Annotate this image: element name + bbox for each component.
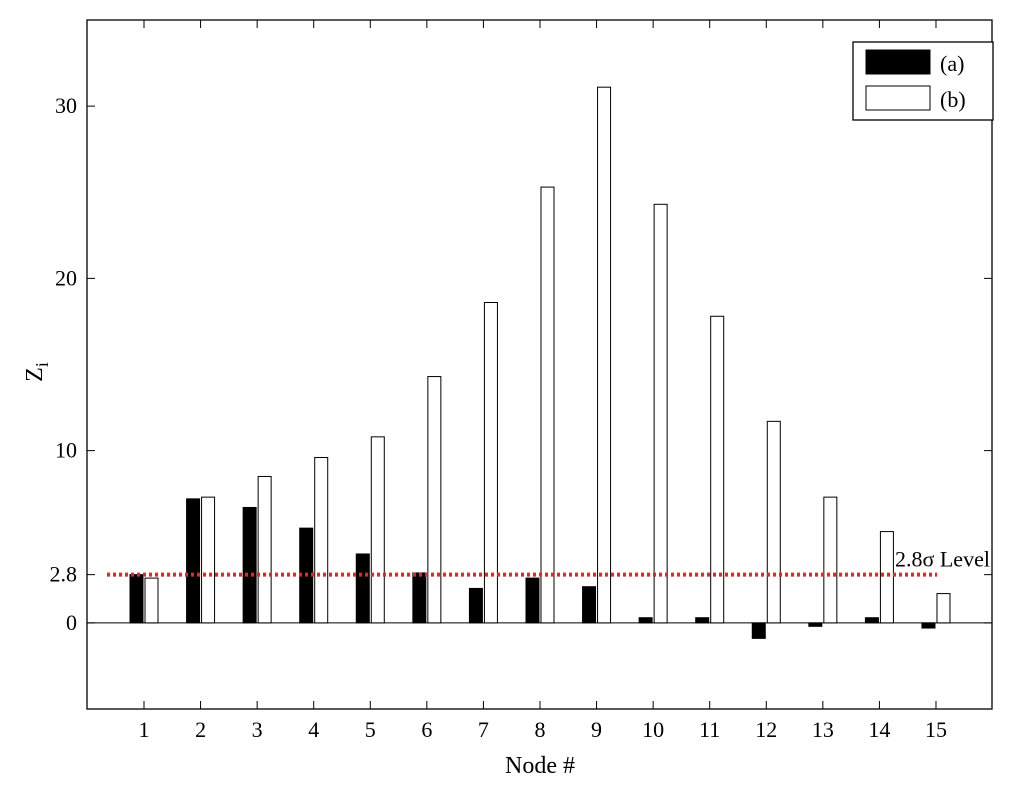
x-tick-label: 6: [421, 717, 432, 742]
x-tick-label: 8: [534, 717, 545, 742]
bar-series-a-node-2: [186, 498, 201, 624]
bar-series-b-node-13: [823, 496, 838, 624]
bar-series-b-node-12: [766, 420, 781, 624]
x-tick-label: 3: [252, 717, 263, 742]
bar-series-b-node-7: [483, 301, 498, 624]
bars-layer: [129, 86, 951, 639]
bar-series-b-node-2: [201, 496, 216, 624]
bar-series-b-node-3: [257, 475, 272, 624]
bar-series-b-node-5: [370, 436, 385, 624]
bar-series-a-node-5: [355, 553, 370, 624]
bar-series-a-node-1: [129, 574, 144, 624]
x-tick-label: 4: [308, 717, 319, 742]
bar-series-b-node-14: [879, 531, 894, 624]
bar-series-a-node-3: [242, 506, 257, 624]
x-tick-label: 15: [925, 717, 947, 742]
legend-label-b: (b): [940, 87, 966, 112]
bar-series-a-node-11: [695, 617, 710, 624]
x-tick-label: 5: [365, 717, 376, 742]
bar-series-a-node-6: [412, 572, 427, 624]
bar-series-b-node-6: [427, 376, 442, 624]
threshold-label: 2.8σ Level: [895, 547, 990, 572]
legend-swatch-b: [865, 85, 931, 111]
bar-series-b-node-15: [936, 593, 951, 624]
y-axis-title-main: Z: [22, 367, 48, 382]
y-tick-label: 10: [55, 438, 77, 463]
y-tick-label: 20: [55, 265, 77, 290]
y-tick-label: 0: [66, 610, 77, 635]
plot-frame: [86, 19, 993, 710]
x-tick-label: 9: [591, 717, 602, 742]
bar-series-b-node-4: [314, 457, 329, 624]
bar-series-a-node-14: [864, 617, 879, 624]
x-tick-label: 1: [139, 717, 150, 742]
legend-label-a: (a): [940, 51, 964, 76]
x-tick-label: 11: [699, 717, 720, 742]
bar-series-a-node-9: [582, 586, 597, 624]
x-tick-label: 7: [478, 717, 489, 742]
bar-series-a-node-12: [751, 622, 766, 639]
bar-series-b-node-11: [710, 315, 725, 624]
x-tick-label: 10: [642, 717, 664, 742]
y-tick-label: 30: [55, 93, 77, 118]
bar-series-b-node-1: [144, 577, 159, 624]
bar-series-b-node-8: [540, 186, 555, 624]
x-tick-label: 14: [868, 717, 890, 742]
x-axis-title: Node #: [505, 753, 575, 779]
bar-series-b-node-9: [597, 86, 612, 624]
x-tick-label: 13: [812, 717, 834, 742]
bar-series-a-node-7: [468, 587, 483, 624]
bar-series-a-node-15: [921, 622, 936, 629]
x-tick-label: 2: [195, 717, 206, 742]
legend: (a) (b): [852, 41, 994, 121]
legend-swatch-a: [865, 49, 931, 75]
bar-series-a-node-8: [525, 577, 540, 624]
bar-series-b-node-10: [653, 203, 668, 624]
y-tick-label: 2.8: [50, 562, 78, 587]
svg-text:Zi: Zi: [22, 362, 52, 382]
y-axis-title: Zi: [22, 362, 52, 382]
x-tick-label: 12: [755, 717, 777, 742]
bar-series-a-node-13: [808, 622, 823, 627]
bar-series-a-node-10: [638, 617, 653, 624]
y-axis-title-subscript: i: [32, 362, 52, 367]
